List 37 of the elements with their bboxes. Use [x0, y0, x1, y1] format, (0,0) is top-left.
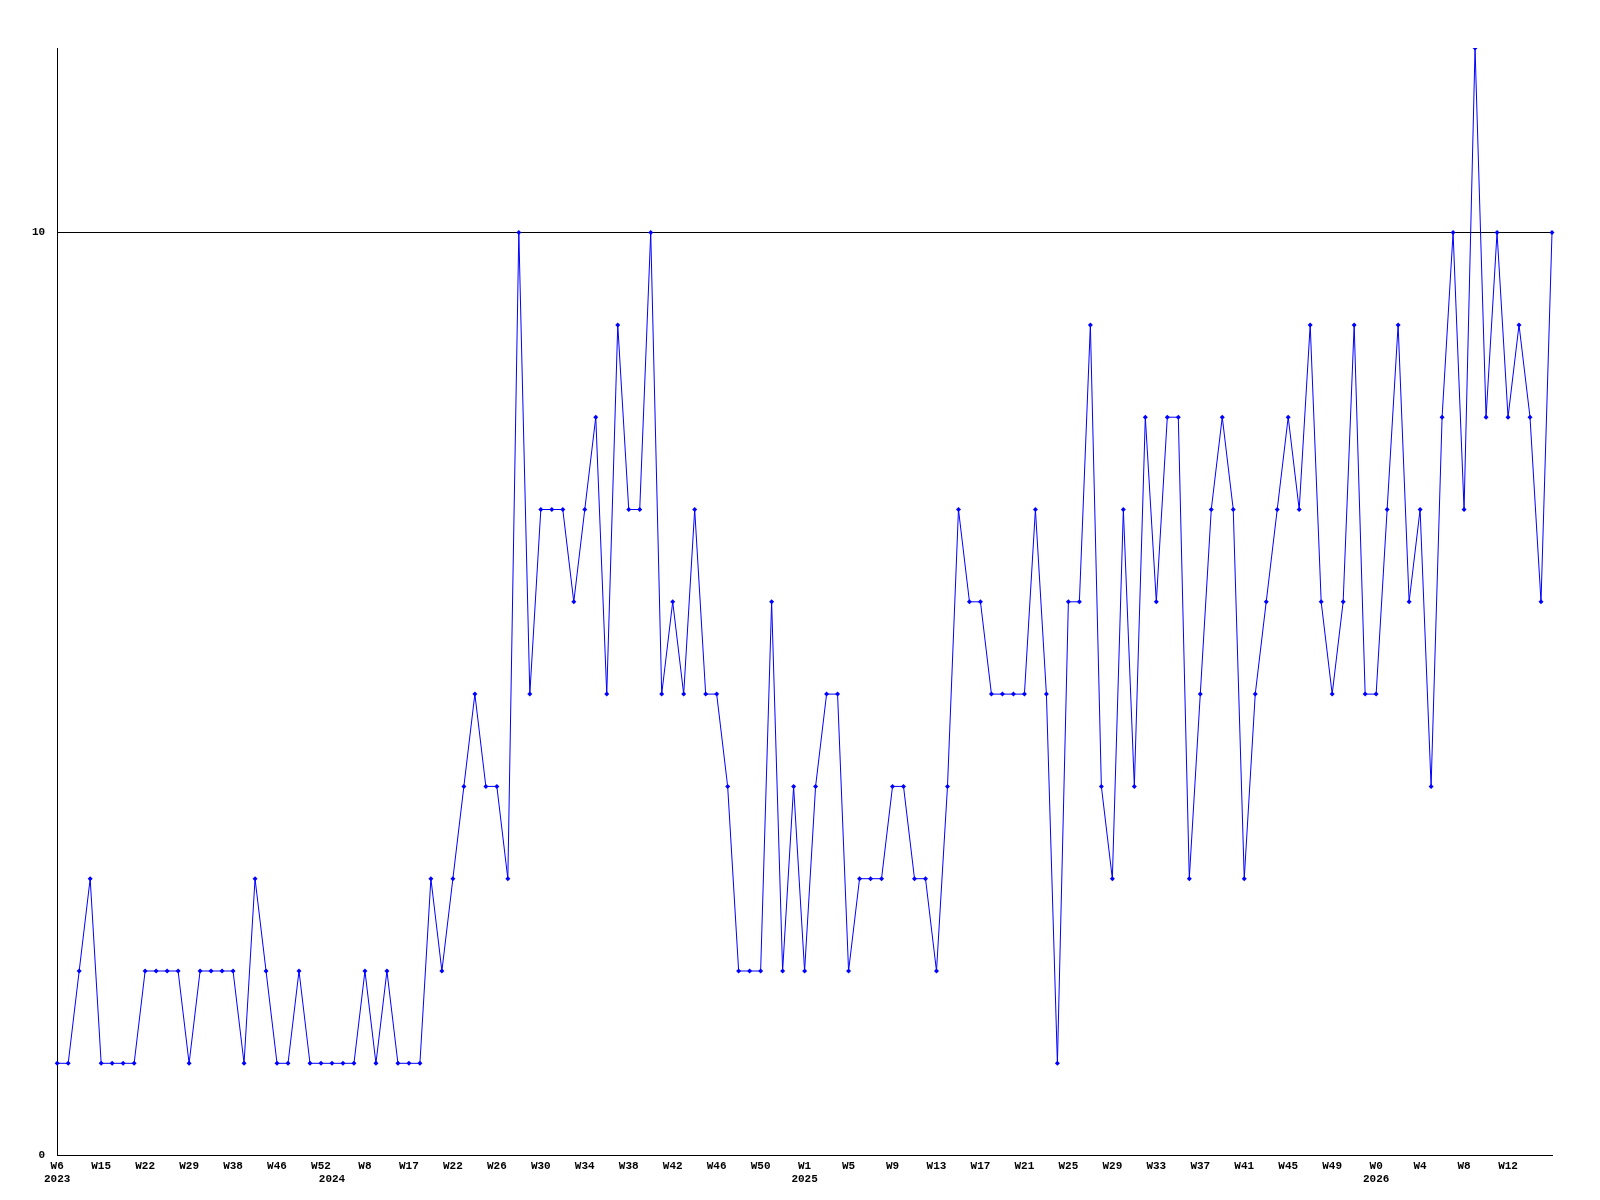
x-tick-label: W13 [926, 1159, 947, 1172]
x-tick-label: W29 [179, 1159, 199, 1172]
y-tick-label: 0 [38, 1149, 46, 1162]
x-tick-label: W50 [750, 1159, 771, 1172]
x-tick-label: W26 [486, 1159, 507, 1172]
x-tick-label: W6 2023 [44, 1159, 71, 1186]
x-tick-label: W5 [841, 1159, 856, 1172]
x-tick-label: W42 [662, 1159, 683, 1172]
x-tick-label: W34 [574, 1159, 596, 1172]
x-tick-label: W8 [358, 1159, 372, 1172]
x-tick-label: W45 [1278, 1159, 1299, 1172]
x-tick-label: W46 [267, 1159, 287, 1172]
x-tick-label: W52 [311, 1159, 331, 1172]
x-tick-label: W29 [1102, 1159, 1123, 1172]
x-tick-label: W49 [1322, 1159, 1343, 1172]
x-tick-label: W30 [530, 1159, 551, 1172]
x-tick-label: W9 [885, 1159, 900, 1172]
x-tick-label: W21 [1014, 1159, 1035, 1172]
x-tick-label: W4 [1413, 1159, 1428, 1172]
x-tick-label: W33 [1146, 1159, 1167, 1172]
x-tick-label: W22 [442, 1159, 463, 1172]
x-tick-label: W0 2026 [1362, 1159, 1390, 1186]
x-tick-label: W17 [399, 1159, 419, 1172]
x-tick-label: W1 2025 [791, 1159, 819, 1186]
x-tick-label: W38 [618, 1159, 640, 1172]
x-tick-label: W12 [1498, 1159, 1518, 1172]
x-tick-label: W38 [223, 1159, 244, 1172]
x-tick-label: W37 [1190, 1159, 1211, 1172]
x-tick-label: W25 [1058, 1159, 1079, 1172]
x-tick-label: W15 [91, 1159, 112, 1172]
x-tick-label: W41 [1234, 1159, 1255, 1172]
x-tick-label: W17 [970, 1159, 991, 1172]
x-tick-label: W46 [706, 1159, 727, 1172]
x-tick-label: W22 [135, 1159, 156, 1172]
x-tick-label: W8 [1457, 1159, 1472, 1172]
x-tick-label: 2024 [318, 1173, 346, 1186]
y-tick-label: 10 [32, 226, 46, 239]
